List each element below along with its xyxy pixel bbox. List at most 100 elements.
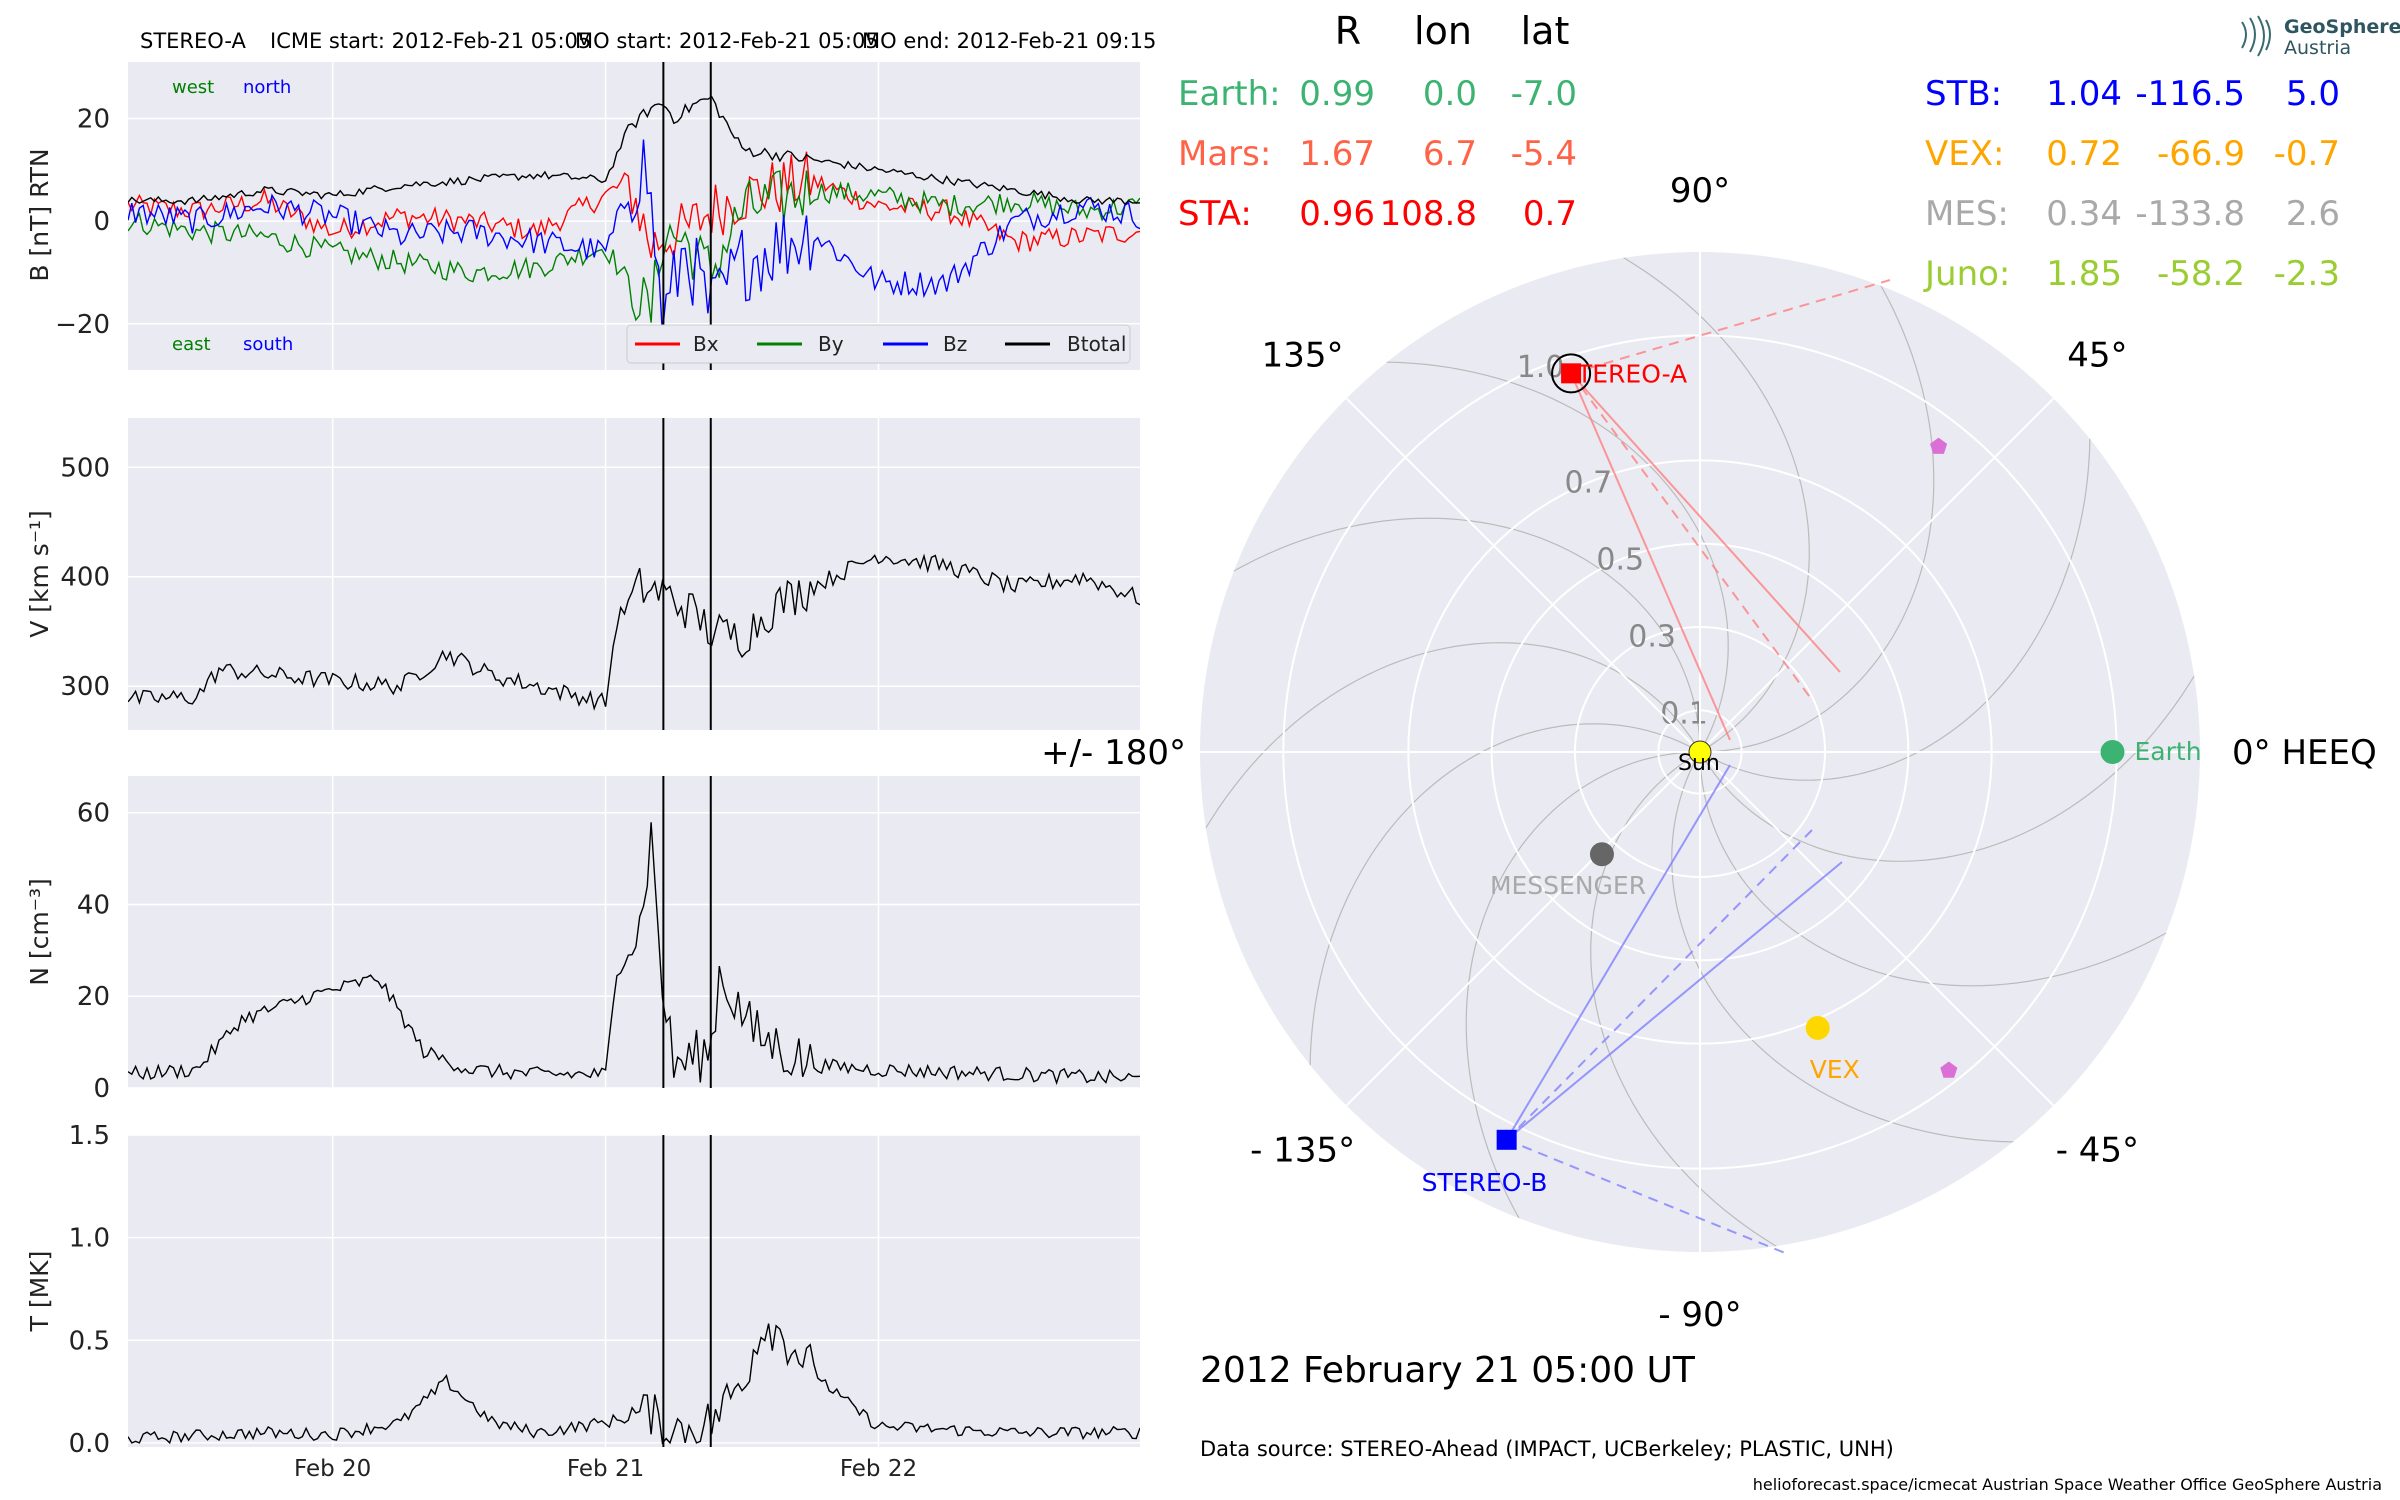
row-r: 0.34	[2046, 194, 2122, 234]
y-tick-label: 1.5	[69, 1121, 110, 1151]
y-tick-label: 20	[77, 104, 110, 134]
table-row-sta: STA: 0.96 108.8 0.7	[1178, 194, 1577, 234]
footer-source: Data source: STEREO-Ahead (IMPACT, UCBer…	[1200, 1437, 1894, 1461]
pentagon-marker	[1930, 437, 1948, 454]
angular-gridline	[1345, 751, 1701, 1107]
table-row-earth: Earth: 0.99 0.0 -7.0	[1178, 74, 1577, 114]
panel-background	[128, 776, 1140, 1088]
row-lat: 5.0	[2286, 74, 2340, 114]
spiral-line	[1671, 751, 2067, 1143]
legend-bx-label: Bx	[693, 332, 719, 356]
stereo-b-marker	[1496, 1129, 1517, 1150]
spacecraft-fov-lines	[1505, 279, 1891, 1256]
messenger-marker	[1589, 842, 1614, 867]
x-tick-label: Feb 22	[840, 1456, 917, 1482]
legend-btotal-label: Btotal	[1067, 332, 1126, 356]
y-axis-label: T [MK]	[25, 1251, 54, 1333]
table-row-mars: Mars: 1.67 6.7 -5.4	[1178, 134, 1577, 174]
angle-tick-label: 135°	[1262, 336, 1344, 376]
angle-tick-label: 0° HEEQ	[2232, 733, 2377, 773]
radial-tick-label: 1.0	[1517, 350, 1565, 385]
y-tick-label: 0	[93, 207, 110, 237]
earth-marker	[2100, 740, 2125, 764]
angle-tick-label: 45°	[2067, 336, 2127, 376]
footer-credits: helioforecast.space/icmecat Austrian Spa…	[1753, 1475, 2382, 1494]
b-legend: Bx By Bz Btotal	[626, 324, 1131, 364]
annotation-west: west	[172, 77, 214, 98]
legend-bz-label: Bz	[943, 332, 967, 356]
row-r: 1.67	[1299, 134, 1375, 174]
row-lon: 6.7	[1423, 134, 1477, 174]
radial-tick-label: 0.3	[1628, 620, 1676, 655]
spiral-line	[1309, 723, 1701, 1119]
table-header-lat: lat	[1521, 9, 1570, 53]
messenger-label: MESSENGER	[1490, 871, 1646, 900]
stb-fov-line	[1505, 764, 1731, 1141]
row-lon: 108.8	[1380, 194, 1477, 234]
spiral-line	[1699, 628, 2200, 862]
row-name: VEX:	[1925, 134, 2005, 174]
spiral-line	[1590, 751, 1824, 1252]
body-stereo-b: STEREO-B	[1422, 1129, 1548, 1197]
row-r: 0.96	[1299, 194, 1375, 234]
row-lon: 0.0	[1423, 74, 1477, 114]
body-stereo-a: STEREO-A	[1551, 353, 1687, 394]
angle-tick-label: +/- 180°	[1041, 733, 1186, 773]
y-tick-label: 500	[60, 453, 110, 483]
y-axis-label: B [nT] RTN	[25, 148, 54, 281]
logo-mark-icon	[2241, 15, 2271, 57]
spiral-line	[1200, 517, 1701, 753]
angle-tick-label: 90°	[1670, 171, 1730, 211]
angular-gridline	[1699, 751, 2055, 1107]
table-row-stb: STB: 1.04 -116.5 5.0	[1925, 74, 2340, 114]
sun-marker	[1688, 740, 1712, 764]
row-name: STA:	[1178, 194, 1252, 234]
row-r: 0.99	[1299, 74, 1375, 114]
pentagon-marker	[1940, 1061, 1958, 1078]
stereo-b-label: STEREO-B	[1422, 1168, 1548, 1197]
spiral-line	[1699, 751, 2200, 987]
body-sun: Sun	[1678, 740, 1720, 776]
panel-background	[128, 62, 1140, 370]
vex-label: VEX	[1810, 1055, 1860, 1084]
radial-tick-label: 0.5	[1596, 543, 1644, 578]
sta-fov-line	[1570, 372, 1841, 673]
y-tick-label: 40	[77, 890, 110, 920]
row-lat: 0.7	[1523, 194, 1577, 234]
header-mo-start: MO start: 2012-Feb-21 05:05	[575, 29, 879, 53]
row-lon: -133.8	[2135, 194, 2245, 234]
angle-tick-label: - 45°	[2056, 1130, 2139, 1170]
row-lat: -5.4	[1511, 134, 1577, 174]
logo-line2: Austria	[2284, 37, 2351, 59]
header-icme-start: ICME start: 2012-Feb-21 05:05	[270, 29, 591, 53]
series-btotal-line	[128, 95, 1140, 206]
row-name: MES:	[1925, 194, 2009, 234]
series-bz-line	[128, 139, 1140, 334]
y-tick-label: 20	[77, 982, 110, 1012]
series-t-line	[128, 1323, 1140, 1445]
row-r: 1.04	[2046, 74, 2122, 114]
table-row-juno: Juno: 1.85 -58.2 -2.3	[1923, 254, 2340, 294]
header-mo-end: MO end: 2012-Feb-21 09:15	[862, 29, 1156, 53]
radial-tick-label: 0.7	[1565, 466, 1613, 501]
table-header-r: R	[1335, 9, 1361, 53]
angle-tick-label: - 135°	[1250, 1130, 1355, 1170]
row-r: 0.72	[2046, 134, 2122, 174]
row-name: Juno:	[1923, 254, 2010, 294]
spiral-field-lines	[1200, 252, 2200, 1252]
y-tick-label: 60	[77, 799, 110, 829]
x-tick-label: Feb 21	[567, 1456, 644, 1482]
spiral-line	[1200, 642, 1701, 876]
geosphere-logo: GeoSphere Austria	[2241, 15, 2400, 59]
stereo-a-marker	[1561, 363, 1582, 384]
row-name: Earth:	[1178, 74, 1281, 114]
table-header-lon: lon	[1414, 9, 1472, 53]
spiral-line	[1576, 252, 1810, 753]
row-name: Mars:	[1178, 134, 1271, 174]
legend-frame	[626, 324, 1131, 364]
sta-fov-line	[1570, 279, 1891, 375]
